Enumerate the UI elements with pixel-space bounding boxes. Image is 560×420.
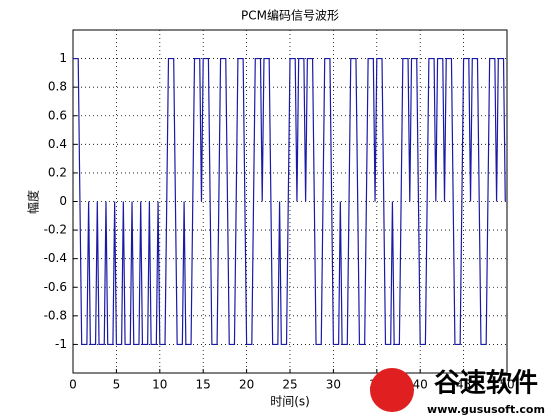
x-tick-label: 30 <box>326 378 341 392</box>
x-tick-label: 50 <box>499 378 514 392</box>
y-tick-label: 0.8 <box>48 80 67 94</box>
signal-line <box>73 57 506 346</box>
y-axis-label: 幅度 <box>26 190 41 214</box>
y-tick-label: 0 <box>59 194 67 208</box>
x-tick-label: 40 <box>413 378 428 392</box>
x-tick-label: 15 <box>196 378 211 392</box>
x-tick-label: 25 <box>282 378 297 392</box>
x-tick-label: 0 <box>69 378 77 392</box>
watermark-url: www.gususoft.com <box>427 403 545 416</box>
y-tick-label: 1 <box>59 51 67 65</box>
y-tick-label: 0.2 <box>48 165 67 179</box>
x-tick-label: 5 <box>113 378 121 392</box>
y-tick-label: -0.2 <box>44 223 67 237</box>
x-axis-label: 时间(s) <box>270 395 310 409</box>
y-tick-label: -0.8 <box>44 308 67 322</box>
y-tick-label: 0.6 <box>48 108 67 122</box>
y-tick-label: -0.6 <box>44 280 67 294</box>
y-tick-label: -0.4 <box>44 251 67 265</box>
y-tick-label: -1 <box>55 337 67 351</box>
y-tick-label: 0.4 <box>48 137 67 151</box>
watermark-brand: 谷速软件 <box>434 369 538 399</box>
watermark: 谷速软件 www.gususoft.com <box>370 368 545 416</box>
x-tick-label: 10 <box>152 378 167 392</box>
chart-title: PCM编码信号波形 <box>241 8 339 23</box>
x-tick-label: 45 <box>456 378 471 392</box>
x-tick-label: 20 <box>239 378 254 392</box>
watermark-logo <box>370 368 414 412</box>
